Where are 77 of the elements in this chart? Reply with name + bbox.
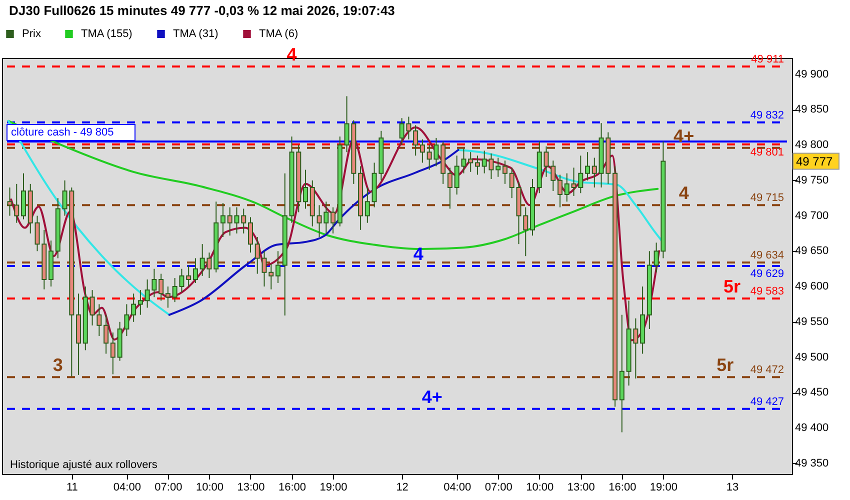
x-tick-label: 07:00 xyxy=(484,482,512,494)
y-tick-label: 49 800 xyxy=(795,139,829,152)
legend-label: TMA (6) xyxy=(259,28,298,40)
y-tick-label: 49 750 xyxy=(795,174,829,186)
ref-line-label: 49 801 xyxy=(750,146,784,158)
candlestick xyxy=(186,264,192,288)
x-tick-label: 19:00 xyxy=(320,482,348,494)
annotation: 5r xyxy=(723,276,740,297)
y-tick-label: 49 350 xyxy=(795,457,829,470)
candlestick xyxy=(276,250,281,284)
x-tick-label: 13:00 xyxy=(567,482,595,494)
x-tick-label: 10:00 xyxy=(526,482,554,494)
line-series xyxy=(10,126,660,342)
x-tick-label: 19:00 xyxy=(650,482,678,494)
ref-line-label: 49 472 xyxy=(750,364,784,376)
candlestick xyxy=(248,216,253,254)
candlestick xyxy=(158,273,164,302)
text: 49 777 xyxy=(796,154,834,168)
ref-line-label: 49 634 xyxy=(750,249,784,262)
y-tick-label: 49 500 xyxy=(795,351,829,364)
x-tick-label: 13 xyxy=(726,482,739,494)
x-tick-label: 07:00 xyxy=(154,482,182,494)
candlestick xyxy=(220,202,226,238)
candlestick xyxy=(268,263,274,290)
ref-line-label: 49 715 xyxy=(750,192,784,204)
ref-line-label: 49 583 xyxy=(750,286,784,298)
candlestick xyxy=(110,332,116,375)
candlestick xyxy=(585,152,590,181)
x-tick-label: 16:00 xyxy=(608,482,636,494)
candlestick xyxy=(523,206,528,257)
ref-line-label: 49 427 xyxy=(750,396,784,408)
candlestick xyxy=(447,167,452,210)
ref-line-label: 49 629 xyxy=(750,268,784,280)
y-tick-label: 49 700 xyxy=(795,210,829,222)
candlestick xyxy=(303,169,308,210)
candlestick xyxy=(131,293,136,322)
candlestick xyxy=(241,208,246,234)
candlestick xyxy=(496,157,501,178)
annotation: 4 xyxy=(678,183,689,204)
x-tick-label: 13:00 xyxy=(237,482,265,494)
annotation: Historique ajusté aux rollovers xyxy=(10,459,158,471)
x-tick-label: 04:00 xyxy=(444,482,472,494)
candlestick xyxy=(502,160,508,184)
legend-label: TMA (31) xyxy=(173,28,218,40)
candlestick xyxy=(138,290,143,316)
x-tick-label: 10:00 xyxy=(196,482,224,494)
legend-label: TMA (155) xyxy=(81,28,132,40)
candlestick xyxy=(192,258,198,284)
candlestick xyxy=(364,186,370,224)
chart-title: DJ30 Full0626 15 minutes 49 777 -0,03 % 12 mai 2026, 19:07:43 xyxy=(9,3,395,18)
candlestick xyxy=(330,206,336,234)
y-tick-label: 49 600 xyxy=(795,280,829,293)
candlestick xyxy=(558,174,563,208)
annotation: 4+ xyxy=(422,386,442,407)
x-tick-label: 16:00 xyxy=(278,482,306,494)
candlestick xyxy=(165,286,170,308)
annotation: 3 xyxy=(52,355,63,376)
ref-line-label: clôture cash - 49 805 xyxy=(11,126,114,138)
annotation: 5r xyxy=(716,355,734,376)
legend-label: Prix xyxy=(22,28,42,40)
candlestick xyxy=(413,124,418,156)
annotation: 4 xyxy=(413,244,424,264)
y-tick-label: 49 850 xyxy=(795,104,829,116)
ref-line-label: 49 832 xyxy=(750,109,784,122)
line-series xyxy=(168,148,460,316)
candlestick xyxy=(592,157,597,188)
x-tick-label: 11 xyxy=(66,482,78,494)
x-tick-label: 04:00 xyxy=(113,482,141,494)
y-tick-label: 49 900 xyxy=(795,68,829,80)
y-tick-label: 49 400 xyxy=(795,422,829,434)
x-tick-label: 12 xyxy=(396,482,408,494)
y-tick-label: 49 450 xyxy=(795,386,829,399)
candlestick xyxy=(564,172,570,202)
candlestick xyxy=(420,138,425,164)
candlestick xyxy=(468,152,474,172)
candlestick xyxy=(104,314,109,354)
candlestick xyxy=(474,155,480,176)
